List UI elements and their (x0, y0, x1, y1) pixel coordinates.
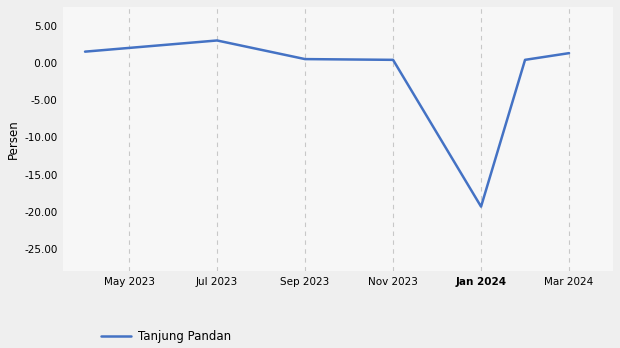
Line: Tanjung Pandan: Tanjung Pandan (85, 40, 569, 207)
Tanjung Pandan (125, 46, 133, 50)
Tanjung Pandan (389, 58, 397, 62)
Tanjung Pandan (81, 49, 89, 54)
Y-axis label: Persen: Persen (7, 119, 20, 159)
Tanjung Pandan (521, 58, 529, 62)
Tanjung Pandan (565, 51, 573, 55)
Tanjung Pandan (213, 38, 221, 42)
Legend: Tanjung Pandan: Tanjung Pandan (97, 325, 236, 347)
Tanjung Pandan (301, 57, 309, 61)
Tanjung Pandan (477, 205, 485, 209)
